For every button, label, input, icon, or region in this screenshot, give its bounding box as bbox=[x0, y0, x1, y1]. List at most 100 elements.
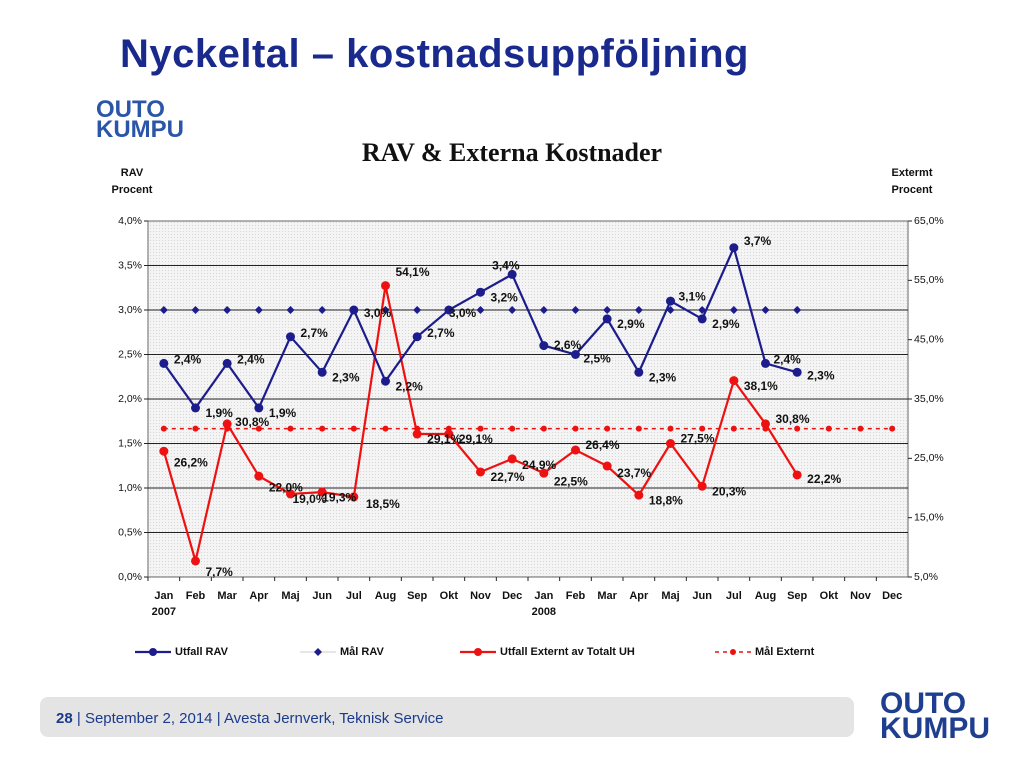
data-label-utfall-externt: 22,0% bbox=[269, 480, 303, 494]
data-point-utfall-externt-av-totalt-uh bbox=[254, 471, 264, 481]
data-point-mål-externt bbox=[667, 425, 674, 432]
x-tick-label: Nov bbox=[850, 590, 872, 602]
data-point-utfall-rav bbox=[286, 332, 295, 342]
data-point-utfall-externt-av-totalt-uh bbox=[286, 489, 295, 499]
data-point-mål-rav bbox=[603, 306, 612, 314]
data-label-utfall-rav: 1,9% bbox=[206, 406, 234, 420]
data-label-utfall-externt: 22,2% bbox=[807, 472, 841, 486]
data-point-mål-externt bbox=[192, 425, 199, 432]
legend-label-mål-rav: Mål RAV bbox=[340, 646, 384, 658]
legend-marker-utfall-rav bbox=[149, 648, 157, 656]
data-point-utfall-externt-av-totalt-uh bbox=[191, 556, 200, 566]
x-tick-label: Okt bbox=[440, 590, 459, 602]
data-point-mål-rav bbox=[223, 306, 232, 314]
legend-label-utfall-rav: Utfall RAV bbox=[175, 646, 229, 658]
data-point-mål-externt bbox=[635, 425, 642, 432]
left-axis-caption: RAV Procent bbox=[102, 165, 162, 199]
data-point-utfall-externt-av-totalt-uh bbox=[159, 446, 169, 456]
data-label-utfall-externt: 54,1% bbox=[396, 265, 430, 279]
data-label-utfall-externt: 30,8% bbox=[235, 415, 269, 429]
data-point-mål-externt bbox=[604, 425, 611, 432]
data-point-mål-rav bbox=[508, 306, 517, 314]
x-tick-label: Maj bbox=[281, 590, 299, 602]
x-tick-label: Mar bbox=[597, 590, 617, 602]
data-point-utfall-rav bbox=[507, 269, 517, 279]
data-point-utfall-rav bbox=[634, 367, 644, 377]
data-label-utfall-externt: 26,4% bbox=[586, 438, 620, 452]
data-label-utfall-rav: 3,4% bbox=[492, 259, 520, 273]
footer-separator-1: | bbox=[76, 710, 81, 727]
data-label-utfall-rav: 2,4% bbox=[237, 353, 265, 367]
data-point-utfall-rav bbox=[159, 358, 169, 368]
data-point-mål-rav bbox=[413, 306, 422, 314]
footer-page-number: 28 bbox=[56, 710, 73, 727]
data-label-utfall-externt: 23,7% bbox=[617, 466, 651, 480]
data-label-utfall-rav: 2,4% bbox=[174, 353, 202, 367]
data-label-utfall-rav: 2,7% bbox=[427, 326, 455, 340]
data-point-utfall-externt-av-totalt-uh bbox=[571, 445, 580, 455]
data-label-utfall-rav: 3,1% bbox=[679, 289, 707, 303]
logo-line-2: KUMPU bbox=[96, 115, 184, 143]
left-tick-label: 0,5% bbox=[118, 526, 142, 538]
left-tick-label: 3,5% bbox=[118, 259, 142, 271]
x-tick-label: Jan bbox=[154, 590, 173, 602]
data-point-mål-rav bbox=[254, 306, 263, 314]
data-point-utfall-rav bbox=[317, 367, 327, 377]
data-point-mål-externt bbox=[255, 425, 262, 432]
data-point-mål-externt bbox=[287, 425, 294, 432]
data-label-utfall-externt: 22,5% bbox=[554, 474, 588, 488]
data-point-utfall-externt-av-totalt-uh bbox=[349, 492, 359, 502]
data-label-utfall-rav: 2,3% bbox=[649, 370, 677, 384]
x-tick-label: Apr bbox=[629, 590, 649, 602]
data-label-utfall-externt: 29,1% bbox=[427, 432, 461, 446]
data-point-utfall-rav bbox=[444, 305, 454, 315]
left-tick-label: 2,5% bbox=[118, 348, 142, 360]
data-label-utfall-rav: 2,3% bbox=[807, 368, 835, 382]
data-label-utfall-externt: 19,3% bbox=[322, 490, 356, 504]
data-point-mål-rav bbox=[729, 306, 738, 314]
right-tick-label: 65,0% bbox=[914, 215, 944, 227]
logo-footer-line-1: OUTO bbox=[880, 687, 967, 720]
data-point-utfall-rav bbox=[761, 358, 770, 368]
x-tick-label: Jul bbox=[346, 590, 362, 602]
data-point-utfall-externt-av-totalt-uh bbox=[792, 470, 802, 480]
data-point-utfall-rav bbox=[729, 243, 739, 253]
data-point-utfall-externt-av-totalt-uh bbox=[761, 419, 770, 429]
data-label-utfall-rav: 2,3% bbox=[332, 370, 360, 384]
x-tick-label: Nov bbox=[470, 590, 492, 602]
data-label-utfall-rav: 2,5% bbox=[584, 352, 612, 366]
data-label-utfall-externt: 27,5% bbox=[681, 432, 715, 446]
x-tick-label: Jun bbox=[692, 590, 712, 602]
data-point-mål-externt bbox=[794, 425, 801, 432]
data-point-utfall-rav bbox=[349, 305, 359, 315]
data-point-mål-externt bbox=[730, 425, 737, 432]
footer-bar: 28 | September 2, 2014 | Avesta Jernverk… bbox=[40, 697, 854, 737]
data-point-mål-externt bbox=[540, 425, 547, 432]
data-point-mål-externt bbox=[825, 425, 832, 432]
data-label-utfall-rav: 1,9% bbox=[269, 406, 297, 420]
left-tick-label: 1,0% bbox=[118, 482, 142, 494]
data-label-utfall-externt: 22,7% bbox=[491, 470, 525, 484]
data-label-utfall-rav: 3,0% bbox=[449, 306, 477, 320]
data-point-utfall-externt-av-totalt-uh bbox=[666, 439, 675, 448]
data-point-utfall-externt-av-totalt-uh bbox=[697, 481, 707, 491]
data-point-mål-externt bbox=[350, 425, 357, 432]
data-point-mål-externt bbox=[477, 425, 484, 432]
left-tick-label: 1,5% bbox=[118, 437, 142, 449]
data-point-utfall-rav bbox=[254, 403, 264, 413]
data-point-mål-rav bbox=[191, 306, 200, 314]
data-point-utfall-rav bbox=[476, 287, 485, 297]
x-tick-label: Feb bbox=[186, 590, 206, 602]
data-label-utfall-rav: 2,2% bbox=[396, 379, 424, 393]
data-point-utfall-externt-av-totalt-uh bbox=[539, 468, 549, 478]
data-point-utfall-externt-av-totalt-uh bbox=[444, 429, 454, 439]
data-point-mål-rav bbox=[159, 306, 168, 314]
x-tick-label: Dec bbox=[882, 590, 902, 602]
x-tick-label: Aug bbox=[375, 590, 396, 602]
data-label-utfall-externt: 19,0% bbox=[293, 492, 327, 506]
data-point-mål-rav bbox=[476, 306, 485, 314]
data-point-mål-externt bbox=[319, 425, 326, 432]
x-year-label: 2008 bbox=[532, 606, 556, 618]
data-label-utfall-externt: 18,8% bbox=[649, 493, 683, 507]
data-label-utfall-externt: 18,5% bbox=[366, 497, 400, 511]
